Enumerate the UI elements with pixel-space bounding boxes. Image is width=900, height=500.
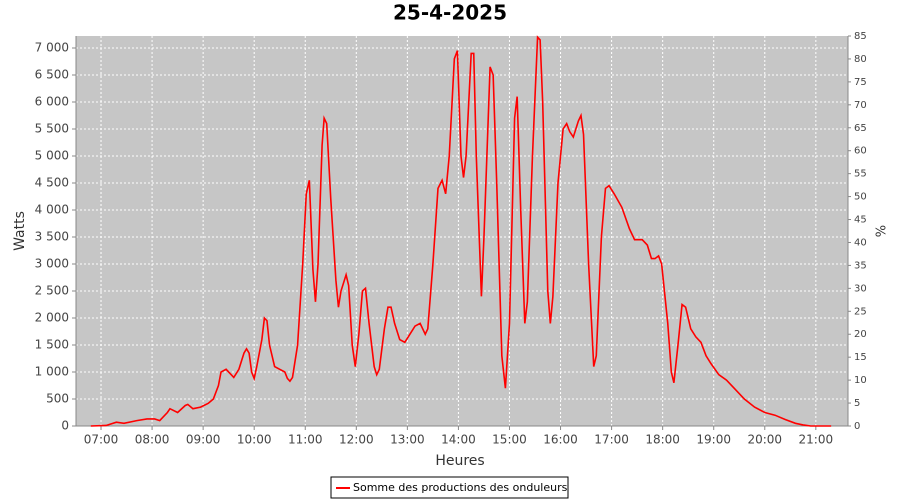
x-tick-label: 10:00 xyxy=(237,433,272,447)
legend-label: Somme des productions des onduleurs xyxy=(353,481,568,494)
x-tick-label: 17:00 xyxy=(594,433,629,447)
y2-tick-label: 80 xyxy=(854,54,867,65)
x-tick-label: 20:00 xyxy=(747,433,782,447)
y2-tick-label: 15 xyxy=(854,352,867,363)
y2-tick-label: 50 xyxy=(854,192,867,203)
y2-tick-label: 5 xyxy=(854,398,860,409)
y-tick-label: 4 500 xyxy=(35,175,69,189)
series-line xyxy=(90,35,832,427)
y2-tick-label: 55 xyxy=(854,169,867,180)
y2-tick-label: 75 xyxy=(854,77,867,88)
y-tick-label: 500 xyxy=(46,391,69,405)
y-tick-label: 1 000 xyxy=(35,364,69,378)
y-tick-label: 1 500 xyxy=(35,337,69,351)
y-tick-label: 2 000 xyxy=(35,310,69,324)
y-tick-label: 3 000 xyxy=(35,256,69,270)
x-tick-label: 18:00 xyxy=(645,433,680,447)
y2-tick-label: 40 xyxy=(854,237,867,248)
y2-tick-label: 20 xyxy=(854,329,867,340)
y-tick-label: 3 500 xyxy=(35,229,69,243)
y2-tick-label: 25 xyxy=(854,306,867,317)
x-tick-label: 15:00 xyxy=(492,433,527,447)
x-tick-label: 16:00 xyxy=(543,433,578,447)
x-tick-label: 21:00 xyxy=(799,433,834,447)
y-tick-label: 5 000 xyxy=(35,148,69,162)
y-tick-label: 7 000 xyxy=(35,40,69,54)
y2-tick-label: 30 xyxy=(854,283,867,294)
y2-axis-label: % xyxy=(875,225,890,237)
y-axis-label: Watts xyxy=(12,211,28,251)
y2-tick-label: 70 xyxy=(854,100,867,111)
chart-title: 25-4-2025 xyxy=(393,1,507,25)
y2-tick-label: 60 xyxy=(854,146,867,157)
y-tick-label: 6 500 xyxy=(35,67,69,81)
y2-tick-label: 0 xyxy=(854,421,860,432)
y-tick-label: 5 500 xyxy=(35,121,69,135)
y2-tick-label: 65 xyxy=(854,123,867,134)
x-tick-label: 08:00 xyxy=(135,433,170,447)
y-tick-label: 4 000 xyxy=(35,202,69,216)
x-tick-label: 09:00 xyxy=(186,433,221,447)
y2-tick-label: 45 xyxy=(854,215,867,226)
x-tick-label: 14:00 xyxy=(441,433,476,447)
x-tick-label: 12:00 xyxy=(339,433,374,447)
y2-tick-label: 85 xyxy=(854,31,867,42)
plot-area xyxy=(76,36,848,426)
x-tick-label: 07:00 xyxy=(84,433,119,447)
x-tick-label: 11:00 xyxy=(288,433,323,447)
y-tick-label: 2 500 xyxy=(35,283,69,297)
x-axis-label: Heures xyxy=(435,453,484,469)
x-tick-label: 19:00 xyxy=(696,433,731,447)
x-tick-label: 13:00 xyxy=(390,433,425,447)
y2-tick-label: 35 xyxy=(854,260,867,271)
y-tick-label: 0 xyxy=(61,419,69,433)
y2-tick-label: 10 xyxy=(854,375,867,386)
y-tick-label: 6 000 xyxy=(35,94,69,108)
legend xyxy=(330,476,569,499)
